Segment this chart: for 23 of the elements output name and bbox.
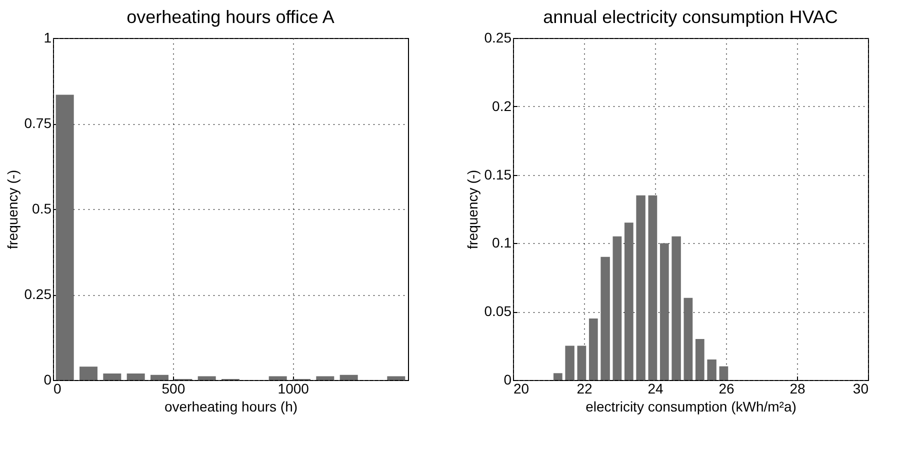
y-tick-label: 0.05 xyxy=(484,303,512,320)
y-tick-label: 0.2 xyxy=(492,98,512,114)
x-axis-title: overheating hours (h) xyxy=(164,398,298,414)
x-tick-label: 500 xyxy=(162,380,186,396)
y-tick-label: 0.25 xyxy=(484,30,512,46)
x-tick-label: 26 xyxy=(718,380,734,396)
y-tick-label: 0.1 xyxy=(492,234,512,251)
x-tick-label: 22 xyxy=(576,380,592,396)
chart-title: overheating hours office A xyxy=(126,7,334,27)
y-tick-label: 0.15 xyxy=(484,166,512,182)
y-tick-label: 0.25 xyxy=(24,286,52,302)
y-tick-label: 0.75 xyxy=(24,115,52,131)
x-tick-label: 30 xyxy=(852,380,869,396)
y-axis-title: frequency (-) xyxy=(464,170,480,250)
y-axis-title: frequency (-) xyxy=(4,170,20,250)
x-tick-label: 28 xyxy=(790,380,806,396)
y-tick-label: 1 xyxy=(44,30,52,46)
x-tick-label: 1000 xyxy=(278,380,310,396)
x-tick-label: 24 xyxy=(648,380,664,396)
y-tick-label: 0.5 xyxy=(32,200,52,216)
x-axis-title: electricity consumption (kWh/m²a) xyxy=(586,398,796,414)
x-tick-label: 20 xyxy=(514,380,530,396)
chart-title: annual electricity consumption HVAC xyxy=(543,7,838,27)
